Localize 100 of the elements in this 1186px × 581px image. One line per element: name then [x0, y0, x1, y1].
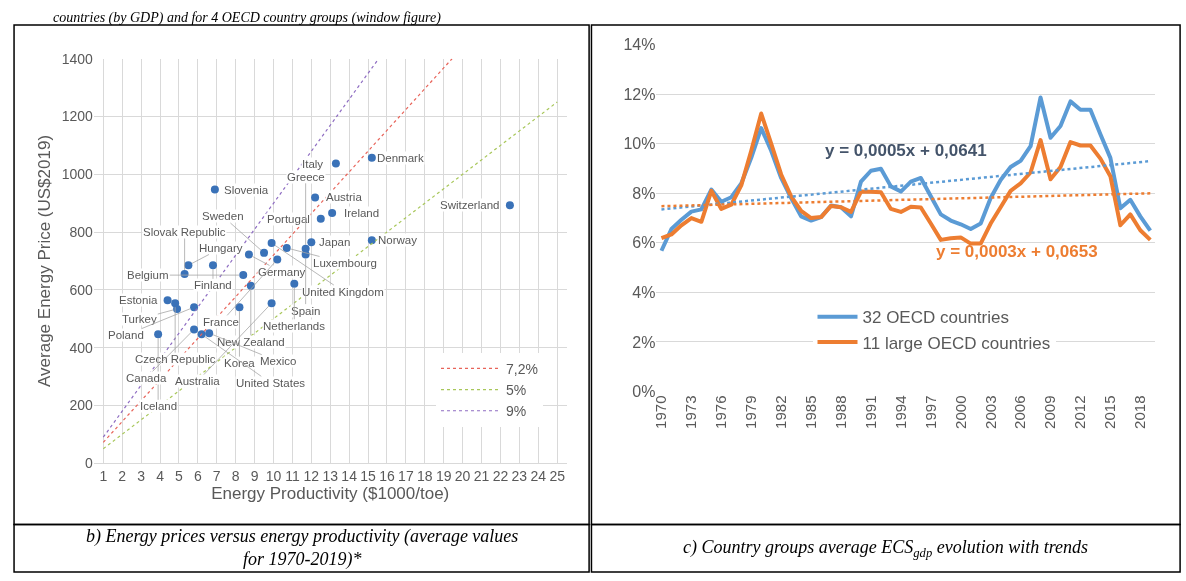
annotation: Greece — [287, 171, 325, 183]
x-tick-label: 2006 — [1011, 395, 1029, 429]
x-tick-label: 15 — [360, 467, 377, 484]
annotation: Canada — [126, 372, 167, 384]
annotation: Australia — [175, 375, 221, 387]
x-tick-label: 5 — [175, 467, 184, 484]
x-tick-label: 4 — [156, 467, 165, 484]
annotation: Estonia — [119, 294, 158, 306]
point — [316, 214, 325, 223]
annotation: y = 0,0003x + 0,0653 — [936, 242, 1098, 261]
text: c) Country groups average ECS$_{gdp}$ evolution with trends — [683, 537, 1089, 560]
point — [260, 248, 269, 257]
point — [205, 329, 214, 338]
annotation: United Kingdom — [302, 286, 384, 298]
point — [239, 271, 248, 280]
annotation: Switzerland — [440, 199, 500, 211]
point — [184, 261, 193, 270]
annotation: Sweden — [202, 210, 244, 222]
annotation: Mexico — [260, 355, 297, 367]
point — [190, 303, 199, 312]
x-tick-label: 6 — [193, 467, 202, 484]
x-tick-label: 3 — [137, 467, 146, 484]
x-tick-label: 16 — [379, 467, 395, 484]
annotation: Korea — [224, 357, 256, 369]
y-tick-label: 0% — [632, 383, 656, 401]
y-tick-label: 1000 — [61, 166, 94, 183]
x-tick-label: 13 — [322, 467, 339, 484]
y-tick-label: 6% — [632, 234, 656, 252]
point — [163, 296, 172, 305]
annotation: Belgium — [127, 269, 169, 281]
point — [273, 255, 282, 264]
x-tick-label: 2000 — [951, 395, 969, 429]
x-tick-label: 1979 — [742, 395, 760, 429]
point — [331, 159, 340, 168]
x-tick-label: 7 — [212, 467, 221, 484]
y-tick-label: 600 — [69, 281, 94, 298]
annotation: y = 0,0005x + 0,0641 — [825, 141, 987, 160]
x-tick-label: 1994 — [891, 395, 909, 429]
point — [311, 193, 320, 202]
x-tick-label: 1982 — [772, 395, 790, 429]
x-tick-label: 12 — [303, 467, 320, 484]
x-tick-label: 14 — [341, 467, 358, 484]
annotation: France — [203, 316, 239, 328]
x-tick-label: 17 — [398, 467, 414, 484]
annotation: United States — [236, 377, 306, 389]
annotation: Germany — [258, 266, 306, 278]
y-axis-title: Average Energy Price (US$2019) — [35, 134, 55, 387]
x-tick-label: 8 — [231, 467, 240, 484]
point — [210, 185, 219, 194]
y-tick-label: 4% — [632, 284, 656, 302]
x-tick-label: 9 — [250, 467, 259, 484]
x-tick-label: 18 — [417, 467, 433, 484]
point — [282, 243, 291, 252]
x-tick-label: 1973 — [682, 395, 700, 429]
point — [154, 330, 163, 339]
annotation: Netherlands — [263, 320, 326, 332]
x-axis-title: Energy Productivity ($1000/toe) — [211, 483, 450, 503]
x-tick-label: 1997 — [921, 395, 939, 429]
annotation: New Zealand — [217, 336, 285, 348]
point — [307, 238, 316, 247]
y-tick-label: 8% — [632, 184, 656, 202]
x-tick-label: 20 — [454, 467, 471, 484]
x-tick-label: 1991 — [861, 395, 879, 429]
annotation: Slovenia — [224, 184, 269, 196]
y-tick-label: 10% — [623, 135, 656, 153]
annotation: Hungary — [199, 242, 243, 254]
x-tick-label: 11 — [285, 467, 300, 484]
annotation: Spain — [291, 305, 321, 317]
x-tick-label: 22 — [492, 467, 509, 484]
annotation: Finland — [194, 279, 232, 291]
annotation: Czech Republic — [135, 353, 216, 365]
x-tick-label: 24 — [530, 467, 547, 484]
x-tick-label: 10 — [265, 467, 282, 484]
annotation: Poland — [108, 329, 144, 341]
annotation: Turkey — [122, 313, 157, 325]
x-tick-label: 25 — [549, 467, 566, 484]
point — [267, 299, 276, 308]
annotation: Italy — [302, 158, 324, 170]
point — [290, 279, 299, 288]
legend-label: 7,2% — [505, 360, 538, 377]
legend-label: 32 OECD countries — [862, 308, 1009, 328]
x-tick-label: 2018 — [1131, 395, 1149, 429]
annotation: Denmark — [377, 152, 424, 164]
point — [244, 250, 253, 259]
point — [208, 261, 217, 270]
legend-label: 9% — [505, 403, 527, 420]
y-tick-label: 12% — [623, 85, 656, 103]
x-tick-label: 2009 — [1041, 395, 1059, 429]
x-tick-label: 2015 — [1101, 395, 1119, 429]
annotation: Japan — [319, 236, 351, 248]
x-tick-label: 1985 — [801, 395, 819, 429]
annotation: Luxembourg — [313, 257, 377, 269]
annotation: Austria — [326, 191, 363, 203]
point — [328, 209, 337, 218]
y-tick-label: 1200 — [61, 108, 94, 125]
x-tick-label: 2012 — [1071, 395, 1089, 429]
point — [267, 239, 276, 248]
point — [367, 153, 376, 162]
x-tick-label: 1976 — [712, 395, 730, 429]
annotation: Norway — [378, 234, 418, 246]
